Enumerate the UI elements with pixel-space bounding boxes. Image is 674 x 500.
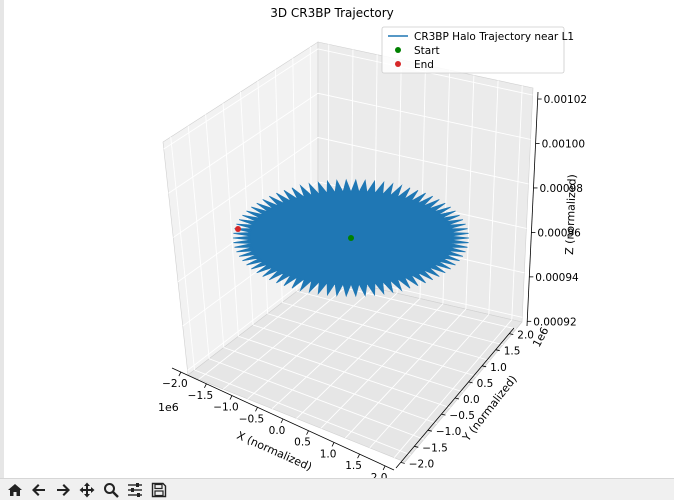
x-offset-label: 1e6 — [158, 401, 179, 414]
z-tick-label: 0.00096 — [537, 227, 581, 239]
z-axis-line — [526, 91, 539, 327]
x-tick-mark — [280, 418, 284, 424]
x-tick-label: 1.0 — [320, 448, 337, 460]
grid-line — [511, 85, 523, 320]
y-tick-label: 2.0 — [517, 330, 534, 342]
start-point — [348, 235, 354, 241]
z-tick-label: 0.00102 — [544, 94, 587, 106]
z-ticks: 0.00092 0.00094 0.00096 0.00098 0.00100 0.001… — [527, 94, 587, 328]
y-tick-mark — [427, 429, 432, 432]
y-tick-label: −0.5 — [449, 410, 475, 422]
grid-line — [208, 358, 425, 440]
x-tick-mark — [357, 454, 360, 459]
x-ticks: −2.0−1.5−1.0−0.5 0.0 0.5 1.0 1.5 2.0 — [162, 371, 388, 478]
grid-line — [465, 75, 475, 310]
chart-title: 3D CR3BP Trajectory — [270, 6, 394, 20]
x-tick-label: 1.5 — [345, 460, 362, 472]
grid-line — [194, 369, 412, 456]
y-tick-label: 1.0 — [490, 362, 507, 374]
x-tick-label: 2.0 — [371, 472, 388, 478]
x-tick-mark — [331, 442, 335, 447]
save-button[interactable] — [148, 480, 170, 500]
y-tick-mark — [414, 445, 419, 448]
sliders-icon — [128, 482, 142, 497]
end-point — [235, 226, 241, 232]
grid-line — [252, 324, 464, 393]
z-tick-label: 0.00098 — [539, 183, 582, 195]
configure-button[interactable] — [124, 480, 146, 500]
z-axis-label: Z (normalized) — [563, 174, 579, 255]
y-tick-label: −1.0 — [436, 426, 462, 438]
x-tick-label: −2.0 — [162, 378, 188, 390]
grid-line — [238, 335, 451, 409]
legend-label-end: End — [414, 59, 434, 71]
grid-line — [296, 290, 504, 346]
figure: 3D CR3BP Trajectory −2.0 −1.5 −1.0 −0.5 0.0 0… — [0, 0, 674, 478]
grid-line — [172, 137, 529, 238]
x-tick-mark — [229, 395, 233, 400]
y-tick-label: −1.5 — [422, 442, 448, 454]
grid-line — [223, 347, 438, 424]
zoom-button[interactable] — [100, 480, 122, 500]
back-button[interactable] — [28, 480, 50, 500]
grid-line — [222, 103, 239, 337]
legend-end-swatch — [395, 61, 401, 67]
z-tick-label: 0.00094 — [535, 272, 579, 284]
grid-line — [240, 91, 254, 326]
y-tick-label: 0.0 — [463, 394, 480, 406]
grid-line — [163, 48, 533, 150]
x-tick-label: −0.5 — [239, 413, 265, 425]
home-button[interactable] — [4, 480, 26, 500]
forward-button[interactable] — [52, 480, 74, 500]
floppy-icon — [151, 482, 167, 497]
y-tick-mark — [482, 365, 487, 368]
arrow-left-icon — [32, 483, 45, 496]
z-tick-label: 0.00100 — [542, 138, 585, 150]
x-tick-mark — [204, 383, 207, 388]
x-tick-mark — [178, 371, 182, 377]
x-tick-mark — [306, 430, 309, 435]
plot-area[interactable]: 3D CR3BP Trajectory −2.0−1.5−1.0−0.50.00… — [0, 0, 674, 478]
y-tick-mark — [495, 349, 500, 352]
y-tick-mark — [509, 333, 514, 335]
y-tick-label: 1.5 — [504, 346, 521, 358]
legend-box — [381, 26, 565, 74]
y-ticks: −2.0 −1.5 −1.0 −0.5 0.0 0.5 1.0 1.5 2.0 — [400, 330, 534, 470]
pan-button[interactable] — [76, 480, 98, 500]
magnifier-icon — [104, 482, 119, 498]
x-tick-label: −1.5 — [188, 390, 214, 402]
y-tick-label: 0.5 — [477, 378, 494, 390]
toolbar — [0, 478, 674, 500]
arrow-right-icon — [57, 483, 70, 496]
z-tick-label: 0.00092 — [533, 316, 576, 328]
y-tick-label: −2.0 — [409, 458, 435, 470]
y-tick-mark — [454, 397, 460, 400]
x-tick-mark — [255, 407, 258, 412]
grid-line — [170, 136, 195, 371]
x-tick-mark — [382, 465, 386, 471]
x-tick-label: 0.0 — [269, 425, 286, 437]
grid-line — [187, 125, 210, 359]
grid-line — [168, 92, 531, 194]
grid-line — [205, 114, 225, 348]
home-icon — [8, 483, 22, 496]
window-edge — [0, 0, 4, 478]
move-icon — [79, 482, 95, 497]
y-tick-mark — [400, 462, 405, 464]
legend-label-trajectory: CR3BP Halo Trajectory near L1 — [414, 31, 574, 43]
legend: CR3BP Halo Trajectory near L1 Start End — [381, 26, 574, 74]
grid-line — [282, 302, 490, 361]
legend-label-start: Start — [414, 45, 440, 57]
legend-start-swatch — [395, 47, 401, 53]
x-tick-label: −1.0 — [213, 402, 239, 414]
grid-line — [488, 80, 499, 315]
y-tick-mark — [468, 381, 473, 384]
y-tick-mark — [441, 413, 446, 416]
grid-line — [267, 313, 477, 377]
x-tick-label: 0.5 — [294, 437, 311, 449]
